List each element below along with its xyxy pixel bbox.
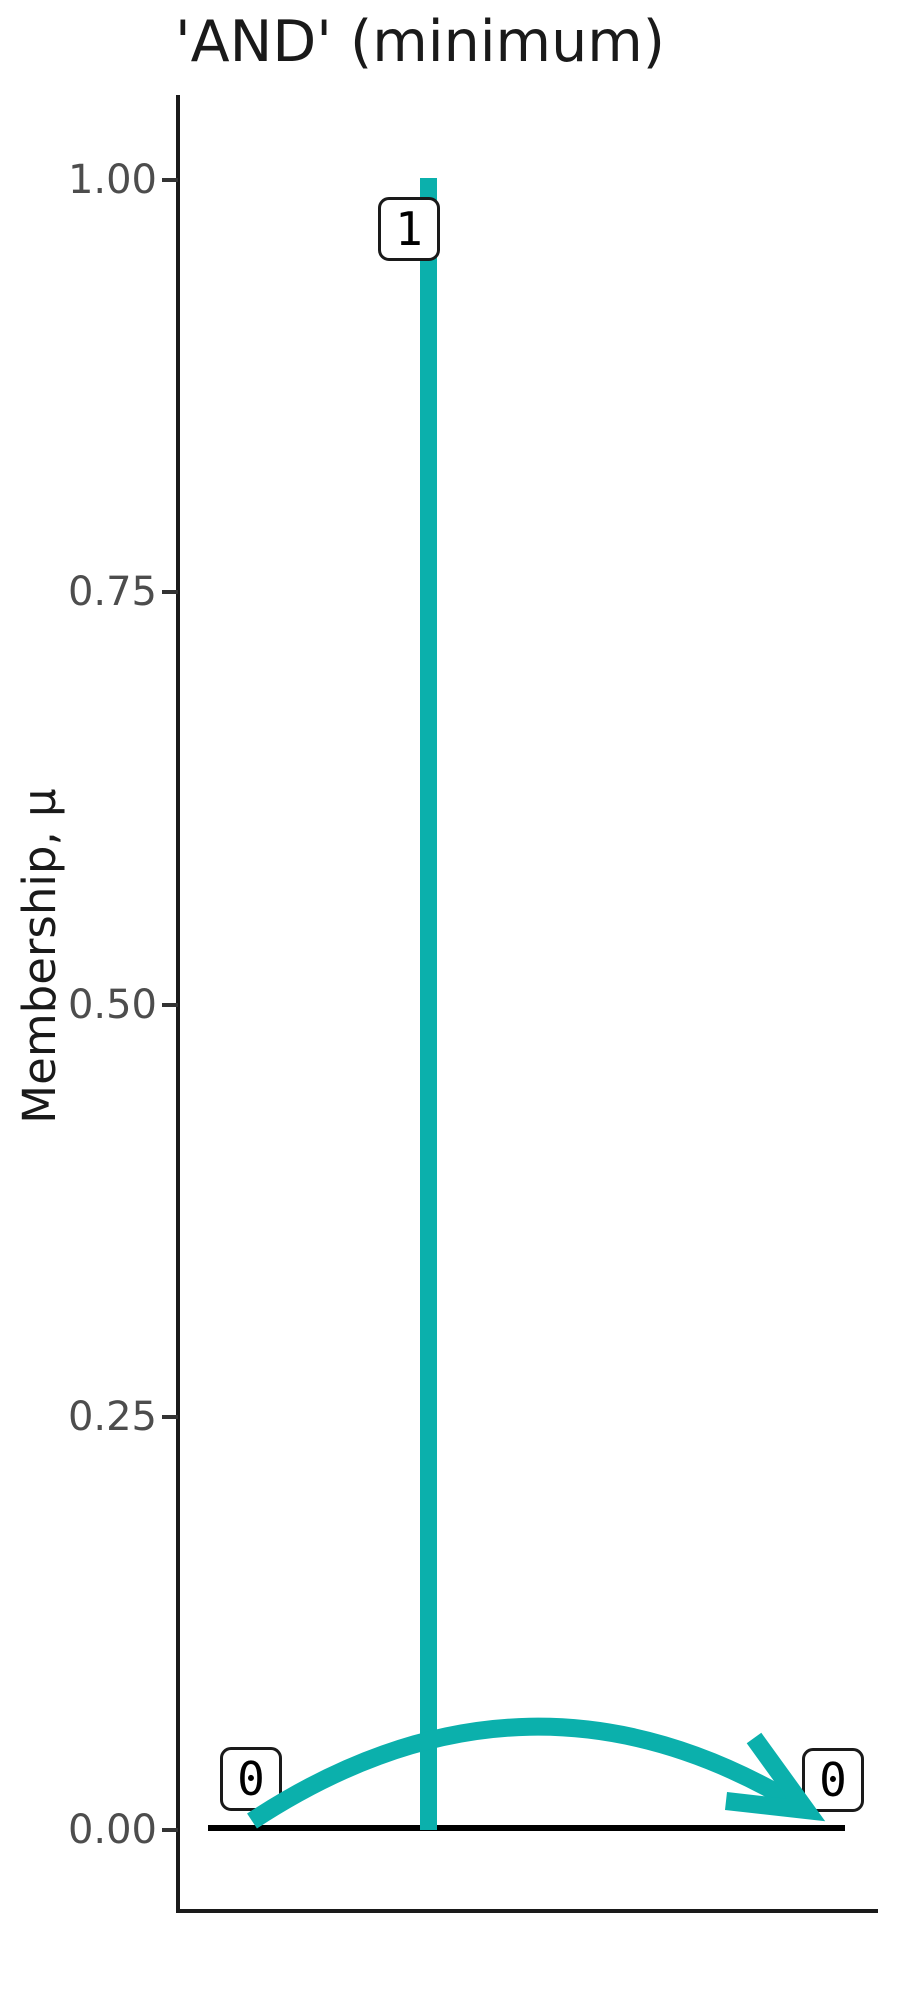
- y-tick-label-0.00: 0.00: [67, 1807, 157, 1853]
- chart-title: 'AND' (minimum): [175, 9, 665, 75]
- bar-value-label: 1: [378, 197, 440, 261]
- membership-bar: [420, 178, 437, 1830]
- input-zero-label: 0: [220, 1747, 282, 1811]
- result-zero-label: 0: [802, 1748, 864, 1812]
- y-tick-label-0.50: 0.50: [67, 982, 157, 1028]
- y-tick-label-0.25: 0.25: [67, 1394, 157, 1440]
- y-tick-marks: [162, 178, 178, 1832]
- y-tick-label-1.00: 1.00: [67, 157, 157, 203]
- y-tick-label-0.75: 0.75: [67, 569, 157, 615]
